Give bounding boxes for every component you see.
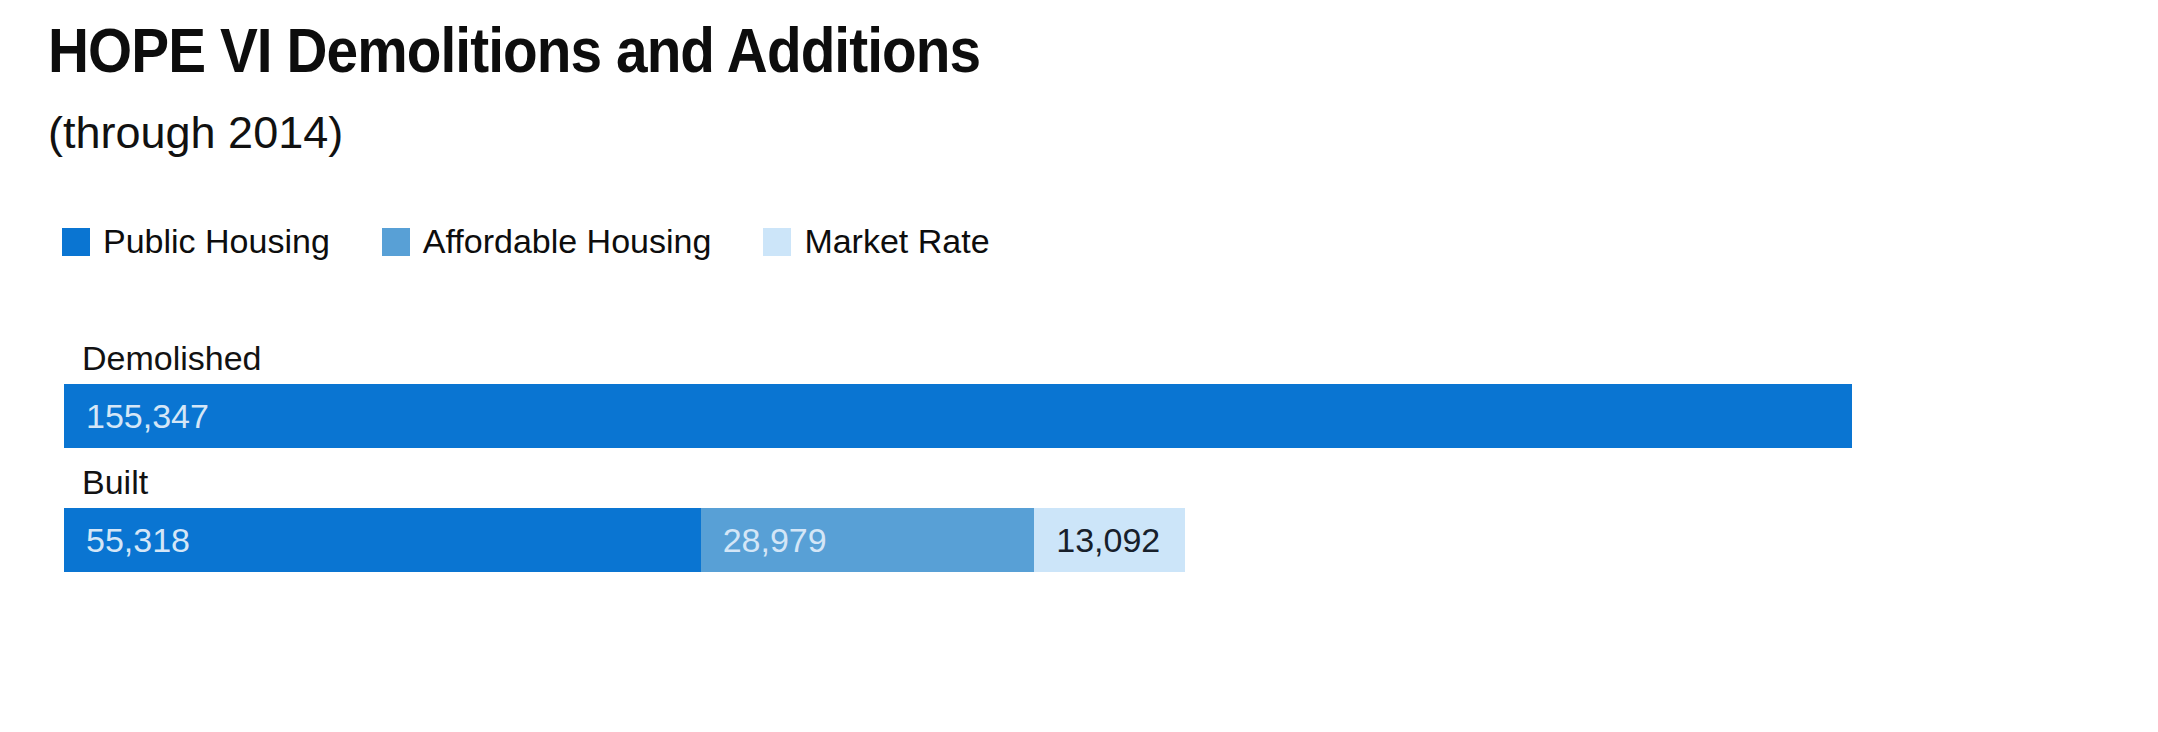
chart-title: HOPE VI Demolitions and Additions — [48, 14, 980, 86]
legend-item-public-housing: Public Housing — [62, 222, 330, 261]
bar-category-label-demolished: Demolished — [64, 338, 1852, 378]
bar-segment-public-housing: 55,318 — [64, 508, 701, 572]
bar-category-label-built: Built — [64, 462, 1852, 502]
bar-segment-affordable-housing: 28,979 — [701, 508, 1035, 572]
legend-label: Market Rate — [804, 222, 989, 261]
bar-segment-public-housing: 155,347 — [64, 384, 1852, 448]
legend-swatch-icon — [382, 228, 410, 256]
bar-track-demolished: 155,347 — [64, 384, 1852, 448]
chart-frame: HOPE VI Demolitions and Additions (throu… — [0, 0, 2158, 732]
chart-subtitle: (through 2014) — [48, 106, 343, 160]
legend-swatch-icon — [763, 228, 791, 256]
legend-label: Public Housing — [103, 222, 330, 261]
bar-chart: Demolished 155,347 Built 55,31828,97913,092 — [64, 338, 1852, 586]
legend-swatch-icon — [62, 228, 90, 256]
bar-track-built: 55,31828,97913,092 — [64, 508, 1852, 572]
bar-segment-market-rate: 13,092 — [1034, 508, 1185, 572]
legend-label: Affordable Housing — [423, 222, 712, 261]
legend-item-market-rate: Market Rate — [763, 222, 989, 261]
legend-item-affordable-housing: Affordable Housing — [382, 222, 712, 261]
legend: Public Housing Affordable Housing Market R… — [62, 222, 990, 261]
